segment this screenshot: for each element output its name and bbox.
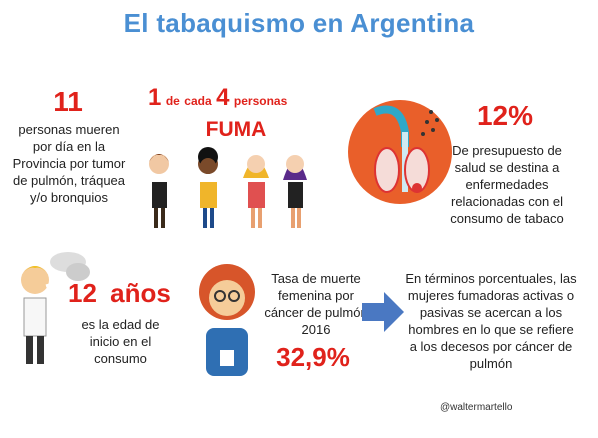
arrow-right-icon — [362, 292, 404, 332]
stat-age-unit: años — [110, 278, 171, 308]
stat-budget-number: 12% — [476, 100, 534, 131]
author-credit: @waltermartello — [440, 402, 513, 413]
stat-smokers-ratio: 1 de cada 4 personas — [148, 84, 323, 112]
lungs-illustration — [348, 100, 452, 204]
ratio-de: de — [165, 94, 180, 108]
stat-women-trend-text: En términos porcentuales, las mujeres fu… — [405, 271, 577, 371]
ratio-cada: cada — [184, 94, 212, 108]
person-3-icon — [243, 155, 269, 228]
smoking-boy-illustration — [21, 252, 90, 364]
woman-illustration — [199, 264, 255, 376]
person-1-icon — [149, 154, 169, 228]
person-2-icon — [198, 147, 218, 228]
stat-female-rate-number: 32,9% — [276, 342, 350, 372]
ratio-one: 1 — [148, 84, 162, 111]
people-illustration — [149, 147, 307, 228]
stat-deaths-number: 11 — [53, 86, 83, 117]
page-title: El tabaquismo en Argentina — [123, 8, 475, 38]
person-4-icon — [283, 155, 307, 228]
stat-female-rate-text: Tasa de muerte femenina por cáncer de pu… — [264, 271, 368, 337]
stat-budget-text: De presupuesto de salud se destina a enf… — [450, 143, 564, 226]
stat-age-text: es la edad de inicio en el consumo — [81, 317, 160, 366]
stat-age-number: 12 — [68, 278, 97, 308]
stat-age: 12 años — [68, 278, 198, 309]
fuma-label: FUMA — [205, 118, 267, 141]
ratio-four: 4 — [216, 84, 230, 111]
ratio-personas: personas — [233, 94, 288, 108]
stat-deaths-text: personas mueren por día en la Provincia … — [12, 122, 126, 205]
